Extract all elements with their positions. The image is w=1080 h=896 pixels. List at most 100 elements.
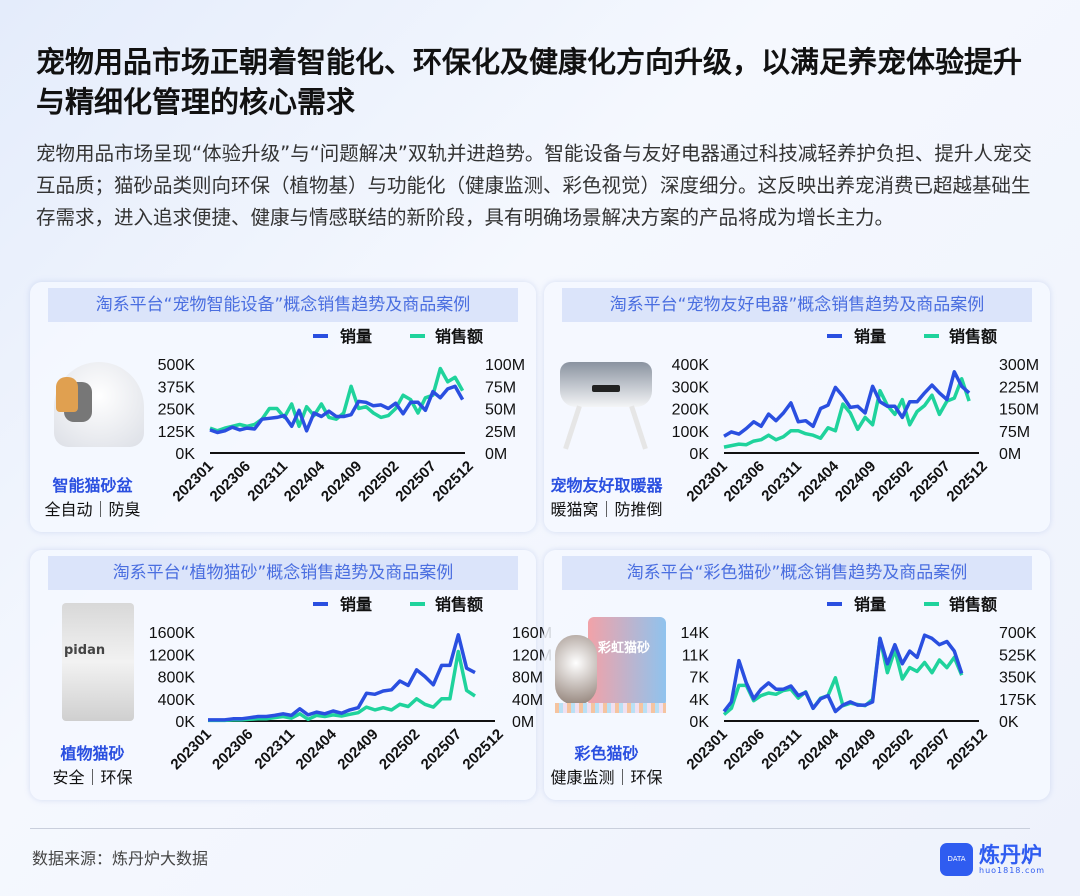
right-axis-tick: 120M <box>512 647 552 664</box>
chart-card: 淘系平台“宠物友好电器”概念销售趋势及商品案例 宠物友好取暖器 暖猫窝｜防推倒 销… <box>544 282 1050 532</box>
left-axis-tick: 11K <box>682 647 710 664</box>
x-axis-tick: 202512 <box>459 726 506 773</box>
left-axis-tick: 0K <box>689 714 709 731</box>
right-axis-tick: 175K <box>999 692 1037 709</box>
summary-paragraph: 宠物用品市场呈现“体验升级”与“问题解决”双轨并进趋势。智能设备与友好电器通过科… <box>36 142 1032 229</box>
right-axis-tick: 0M <box>512 714 534 731</box>
left-axis-tick: 500K <box>158 357 196 374</box>
legend-label: 销量 <box>340 327 372 346</box>
chart-title: 淘系平台“彩色猫砂”概念销售趋势及商品案例 <box>562 556 1032 590</box>
product-name: 植物猫砂 <box>60 744 125 763</box>
x-axis-tick: 202311 <box>251 726 298 773</box>
right-axis-tick: 75M <box>485 379 516 396</box>
line-chart: 销量 销售额 0K 100K 200K 300K 400K 0M 75M 150M 225M 300M… <box>672 327 1039 505</box>
left-axis-tick: 4K <box>689 692 709 709</box>
right-axis-tick: 40M <box>512 692 543 709</box>
x-axis-tick: 202306 <box>207 458 254 505</box>
left-axis-tick: 1600K <box>149 625 196 642</box>
legend-label: 销量 <box>854 327 886 346</box>
x-axis-tick: 202301 <box>683 458 730 505</box>
left-axis-tick: 125K <box>158 424 196 441</box>
product-tags: 全自动｜防臭 <box>44 500 141 519</box>
left-axis-tick: 800K <box>158 670 196 687</box>
product-image <box>550 357 660 452</box>
legend-label: 销售额 <box>435 595 483 614</box>
amount-series-line <box>209 366 465 433</box>
left-axis-tick: 400K <box>158 692 196 709</box>
left-axis-tick: 375K <box>158 379 196 396</box>
right-axis-tick: 350K <box>999 670 1037 687</box>
right-axis-tick: 50M <box>485 402 516 419</box>
left-axis-tick: 250K <box>158 402 196 419</box>
left-axis-tick: 0K <box>689 446 709 463</box>
x-axis-tick: 202502 <box>869 726 916 773</box>
x-axis-tick: 202404 <box>293 725 341 773</box>
right-axis-tick: 0M <box>999 446 1021 463</box>
x-axis-tick: 202507 <box>392 458 439 505</box>
right-axis-tick: 100M <box>485 357 525 374</box>
volume-series-line <box>722 633 964 714</box>
x-axis-tick: 202507 <box>418 726 465 773</box>
amount-series-line <box>723 377 971 449</box>
amount-series-line <box>208 649 476 723</box>
left-axis-tick: 400K <box>672 357 710 374</box>
headline: 宠物用品市场正朝着智能化、环保化及健康化方向升级，以满足养宠体验提升与精细化管理… <box>36 45 1023 119</box>
chart-title: 淘系平台“植物猫砂”概念销售趋势及商品案例 <box>48 556 518 590</box>
left-axis-tick: 0K <box>175 714 195 731</box>
x-axis-tick: 202301 <box>683 726 730 773</box>
left-axis-tick: 100K <box>672 424 710 441</box>
legend-label: 销量 <box>340 595 372 614</box>
right-axis-tick: 225M <box>999 379 1039 396</box>
left-axis-tick: 0K <box>175 446 195 463</box>
x-axis-tick: 202409 <box>832 458 879 505</box>
volume-series-line <box>209 384 465 435</box>
right-axis-tick: 75M <box>999 424 1030 441</box>
x-axis-tick: 202507 <box>906 726 953 773</box>
left-axis-tick: 300K <box>672 379 710 396</box>
right-axis-tick: 150M <box>999 402 1039 419</box>
legend-label: 销售额 <box>435 327 483 346</box>
data-source: 数据来源：炼丹炉大数据 <box>32 849 209 868</box>
line-chart: 销量 销售额 0K 400K 800K 1200K 1600K 0M 40M 80M 120M 160… <box>149 595 552 773</box>
right-axis-tick: 300M <box>999 357 1039 374</box>
x-axis-tick: 202301 <box>169 458 216 505</box>
volume-series-line <box>723 370 971 438</box>
legend-label: 销售额 <box>949 595 997 614</box>
amount-series-line <box>722 636 964 716</box>
x-axis-tick: 202512 <box>429 458 476 505</box>
product-tags: 暖猫窝｜防推倒 <box>550 500 663 519</box>
product-name: 宠物友好取暖器 <box>550 476 663 495</box>
x-axis-tick: 202502 <box>869 458 916 505</box>
product-image <box>36 357 146 452</box>
x-axis-tick: 202409 <box>318 458 365 505</box>
x-axis-tick: 202502 <box>355 458 402 505</box>
legend-label: 销量 <box>854 595 886 614</box>
x-axis-tick: 202306 <box>721 458 768 505</box>
right-axis-tick: 0K <box>999 714 1019 731</box>
x-axis-tick: 202409 <box>334 726 381 773</box>
product-tags: 健康监测｜环保 <box>550 768 663 787</box>
chart-title: 淘系平台“宠物智能设备”概念销售趋势及商品案例 <box>48 288 518 322</box>
logo-url: huo1818.com <box>979 866 1046 875</box>
chart-card: 淘系平台“宠物智能设备”概念销售趋势及商品案例 智能猫砂盆 全自动｜防臭 销量 销售… <box>30 282 536 532</box>
brand-logo: DATA 炼丹炉 huo1818.com <box>940 843 1045 876</box>
right-axis-tick: 700K <box>999 625 1037 642</box>
left-axis-tick: 200K <box>672 402 710 419</box>
chart-title: 淘系平台“宠物友好电器”概念销售趋势及商品案例 <box>562 288 1032 322</box>
chart-card: 淘系平台“彩色猫砂”概念销售趋势及商品案例 彩虹猫砂 彩色猫砂 健康监测｜环保 销… <box>544 550 1050 800</box>
logo-name: 炼丹炉 <box>979 843 1042 867</box>
x-axis-tick: 202301 <box>167 726 214 773</box>
product-tags: 安全｜环保 <box>52 768 133 787</box>
line-chart: 销量 销售额 0K 125K 250K 375K 500K 0M 25M 50M 75M 100M 20… <box>158 327 525 505</box>
chart-card: 淘系平台“植物猫砂”概念销售趋势及商品案例 pidan 植物猫砂 安全｜环保 销量… <box>30 550 552 800</box>
product-image: 彩虹猫砂 <box>550 617 666 720</box>
logo-badge-icon: DATA <box>940 843 973 876</box>
x-axis-tick: 202507 <box>906 458 953 505</box>
footer-divider <box>30 828 1030 829</box>
x-axis-tick: 202409 <box>832 726 879 773</box>
product-name: 彩色猫砂 <box>574 744 639 763</box>
right-axis-tick: 25M <box>485 424 516 441</box>
right-axis-tick: 0M <box>485 446 507 463</box>
left-axis-tick: 14K <box>681 625 710 642</box>
line-chart: 销量 销售额 0K 4K 7K 11K 14K 0K 175K 350K 525K 700K 20230… <box>681 595 1037 773</box>
